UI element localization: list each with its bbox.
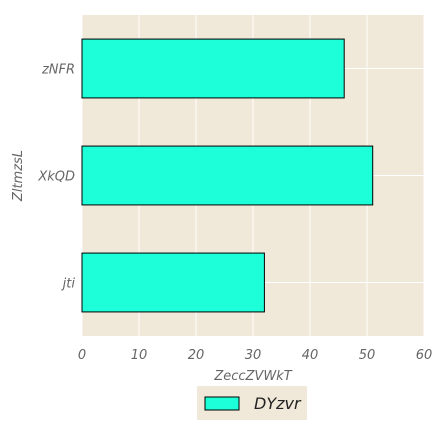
bar-jti: [81, 252, 265, 313]
bar-zNFR: [81, 38, 345, 99]
y-tick-label: jti: [61, 277, 76, 292]
x-axis-label: ZeccZVWkT: [213, 369, 292, 384]
x-tick-label: 10: [131, 348, 148, 363]
y-tick-label: zNFR: [41, 63, 75, 78]
y-axis-label: ZltmzsL: [11, 150, 26, 202]
x-tick-label: 30: [245, 348, 262, 363]
x-tick-label: 60: [416, 348, 433, 363]
x-tick-label: 20: [188, 348, 205, 363]
legend: DYzvr: [197, 386, 307, 420]
x-tick-label: 50: [359, 348, 376, 363]
x-tick-label: 40: [302, 348, 319, 363]
legend-label: DYzvr: [254, 394, 302, 413]
y-tick-label: XkQD: [37, 170, 75, 185]
bar-XkQD: [81, 145, 374, 206]
legend-swatch: [204, 396, 240, 411]
y-tick-labels: jti XkQD zNFR: [37, 63, 75, 292]
x-tick-labels: 0 10 20 30 40 50 60: [78, 348, 432, 363]
bars: [81, 38, 374, 313]
x-tick-label: 0: [78, 348, 86, 363]
